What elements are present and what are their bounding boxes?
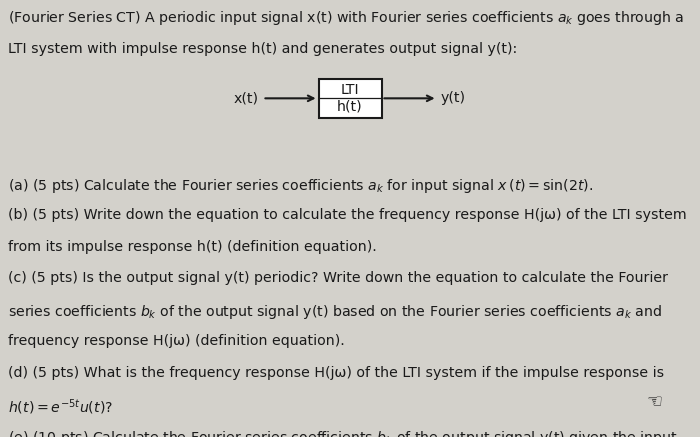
Text: (e) (10 pts) Calculate the Fourier series coefficients $b_k$ of the output signa: (e) (10 pts) Calculate the Fourier serie… bbox=[8, 429, 678, 437]
FancyBboxPatch shape bbox=[318, 79, 382, 118]
Text: y(t): y(t) bbox=[441, 91, 466, 105]
Text: (c) (5 pts) Is the output signal y(t) periodic? Write down the equation to calcu: (c) (5 pts) Is the output signal y(t) pe… bbox=[8, 271, 668, 285]
Text: (b) (5 pts) Write down the equation to calculate the frequency response H(jω) of: (b) (5 pts) Write down the equation to c… bbox=[8, 208, 687, 222]
Text: LTI: LTI bbox=[341, 83, 359, 97]
Text: x(t): x(t) bbox=[234, 91, 259, 105]
Text: $h(t) = e^{-5t}u(t)$?: $h(t) = e^{-5t}u(t)$? bbox=[8, 397, 113, 417]
Text: frequency response H(jω) (definition equation).: frequency response H(jω) (definition equ… bbox=[8, 334, 345, 348]
Text: h(t): h(t) bbox=[337, 99, 363, 113]
Text: series coefficients $b_k$ of the output signal y(t) based on the Fourier series : series coefficients $b_k$ of the output … bbox=[8, 303, 662, 321]
Text: (d) (5 pts) What is the frequency response H(jω) of the LTI system if the impuls: (d) (5 pts) What is the frequency respon… bbox=[8, 366, 664, 380]
Text: (a) (5 pts) Calculate the Fourier series coefficients $a_k$ for input signal $x\: (a) (5 pts) Calculate the Fourier series… bbox=[8, 177, 594, 195]
Text: ☜: ☜ bbox=[646, 392, 663, 410]
Text: from its impulse response h(t) (definition equation).: from its impulse response h(t) (definiti… bbox=[8, 240, 377, 254]
Text: (Fourier Series CT) A periodic input signal x(t) with Fourier series coefficient: (Fourier Series CT) A periodic input sig… bbox=[8, 9, 685, 27]
Text: LTI system with impulse response h(t) and generates output signal y(t):: LTI system with impulse response h(t) an… bbox=[8, 42, 517, 55]
